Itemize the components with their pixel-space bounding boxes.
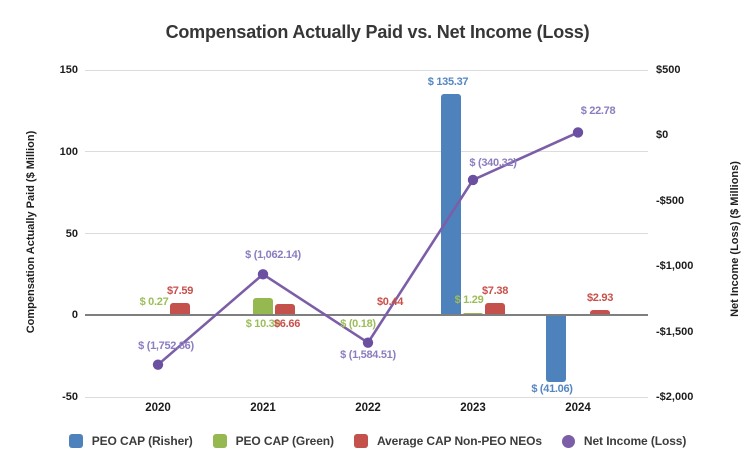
data-label-peo-cap-risher-: $ (41.06)	[531, 383, 573, 395]
right-axis-tick: $0	[656, 129, 669, 142]
data-label-average-cap-non-peo-neos: $7.38	[481, 285, 509, 297]
data-label-net-income-loss-: $ 22.78	[580, 105, 616, 117]
bar-peo-cap-risher-	[546, 315, 566, 383]
right-axis-tick: -$500	[656, 194, 685, 207]
data-label-average-cap-non-peo-neos: $7.59	[166, 285, 194, 297]
data-label-peo-cap-green-: $ 1.29	[454, 294, 484, 306]
data-label-net-income-loss-: $ (1,752.86)	[138, 340, 194, 352]
data-label-net-income-loss-: $ (1,062.14)	[245, 249, 301, 261]
legend-item-net-income-loss-: Net Income (Loss)	[561, 434, 687, 448]
data-label-net-income-loss-: $ (340.32)	[469, 157, 517, 169]
bar-peo-cap-green-	[253, 298, 273, 316]
right-axis-tick: -$1,500	[656, 325, 694, 338]
x-axis-label: 2024	[565, 402, 591, 414]
legend-label: PEO CAP (Green)	[235, 434, 334, 448]
legend-item-average-cap-non-peo-neos: Average CAP Non-PEO NEOs	[353, 434, 542, 448]
data-label-peo-cap-green-: $ 0.27	[139, 296, 169, 308]
net-income-marker	[362, 337, 374, 348]
right-axis-title: Net Income (Loss) ($ Millions)	[729, 161, 741, 317]
legend-item-peo-cap-risher-: PEO CAP (Risher)	[68, 434, 193, 448]
net-income-marker	[152, 359, 164, 370]
data-label-peo-cap-green-: $ 10.30	[245, 318, 281, 330]
legend-square-marker	[212, 434, 227, 448]
gridline	[85, 233, 648, 234]
left-axis-tick: 150	[59, 64, 78, 76]
data-label-peo-cap-green-: $ (0.18)	[340, 318, 376, 330]
bar-peo-cap-risher-	[441, 93, 461, 316]
right-axis-tick: -$1,000	[656, 260, 694, 273]
zero-axis-line	[85, 314, 648, 317]
bar-average-cap-non-peo-neos	[590, 310, 610, 316]
left-axis-tick: 100	[59, 145, 78, 158]
gridline	[85, 151, 648, 153]
left-axis-tick: -50	[62, 391, 78, 403]
gridline	[85, 396, 648, 398]
x-axis-label: 2021	[250, 402, 276, 414]
legend-label: Net Income (Loss)	[583, 434, 687, 448]
gridline	[85, 69, 648, 71]
data-label-average-cap-non-peo-neos: $0.44	[376, 296, 404, 308]
right-axis-tick: $500	[656, 64, 681, 76]
legend-label: Average CAP Non-PEO NEOs	[376, 434, 542, 448]
x-axis-label: 2020	[145, 402, 171, 414]
left-axis-tick: 0	[71, 309, 78, 322]
legend: PEO CAP (Risher) PEO CAP (Green) Average C…	[0, 432, 755, 450]
legend-circle-marker	[561, 434, 575, 448]
legend-item-peo-cap-green-: PEO CAP (Green)	[212, 434, 334, 448]
x-axis-label: 2022	[355, 402, 381, 414]
data-label-peo-cap-risher-: $ 135.37	[427, 76, 469, 88]
left-axis-tick: 50	[65, 227, 78, 240]
net-income-marker	[572, 127, 584, 138]
chart-title: Compensation Actually Paid vs. Net Incom…	[165, 22, 590, 42]
legend-square-marker	[68, 434, 83, 448]
data-label-average-cap-non-peo-neos: $2.93	[586, 292, 614, 304]
net-income-marker	[467, 174, 479, 186]
data-label-net-income-loss-: $ (1,584.51)	[340, 349, 396, 361]
legend-label: PEO CAP (Risher)	[91, 434, 193, 448]
net-income-marker	[257, 269, 269, 280]
x-axis-label: 2023	[460, 402, 486, 414]
right-axis-tick: -$2,000	[656, 391, 694, 403]
legend-square-marker	[353, 434, 368, 448]
data-label-average-cap-non-peo-neos: $6.66	[273, 318, 301, 330]
